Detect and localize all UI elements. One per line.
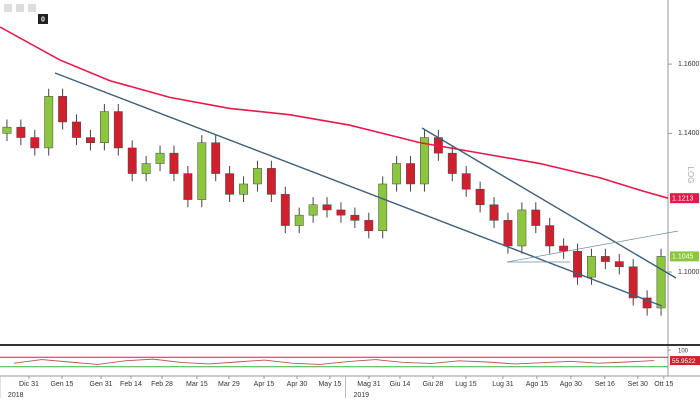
scale-label[interactable]: LOG [686, 167, 695, 184]
candle-body [113, 111, 123, 149]
toolbar-label: 0 [41, 16, 45, 23]
candle-body [614, 261, 624, 268]
candle-body [253, 168, 262, 185]
candle-body [58, 96, 68, 123]
x-tick-label: Gen 31 [90, 381, 113, 388]
candle-body [628, 266, 638, 299]
candle-body [169, 152, 179, 174]
candle-body [266, 168, 276, 195]
candle-body [294, 214, 304, 226]
candle-body [475, 188, 485, 206]
x-tick-label: Apr 30 [287, 381, 308, 388]
candle-body [155, 152, 165, 164]
candle-body [239, 183, 248, 195]
candle-body [364, 220, 374, 231]
candle-body [392, 163, 402, 185]
candle-body [420, 137, 429, 185]
x-tick-label: Ago 15 [526, 381, 548, 388]
moving-average [0, 26, 669, 199]
candle-body [531, 209, 541, 226]
x-tick-label: Lug 15 [455, 381, 477, 388]
x-tick-label: Mag 31 [357, 381, 380, 388]
tool-icon[interactable] [28, 4, 36, 12]
x-tick-label: Mar 15 [186, 381, 208, 388]
candle-body [225, 173, 235, 195]
x-tick-label: Lug 31 [492, 381, 514, 388]
y-tick-label: 1.1400 [678, 130, 700, 137]
candle-body [350, 214, 360, 221]
candle-body [44, 96, 54, 149]
trendline [54, 72, 663, 307]
x-tick-label: Feb 14 [120, 381, 142, 388]
candle-body [308, 204, 318, 216]
trendlines [54, 72, 679, 307]
x-tick-label: Set 30 [628, 381, 648, 388]
x-tick-label: Dic 31 [19, 381, 39, 388]
candle-body [72, 121, 81, 138]
candle-body [656, 256, 666, 309]
candle-body [600, 256, 610, 262]
candle-body [2, 126, 12, 134]
x-tick-label: Ago 30 [560, 381, 582, 388]
candle-body [489, 204, 499, 221]
x-tick-label: Ott 15 [654, 381, 673, 388]
candle-body [406, 163, 415, 185]
x-tick-label: Gen 15 [50, 381, 73, 388]
candle-body [336, 209, 346, 216]
tool-icon[interactable] [4, 4, 12, 12]
candle-body [322, 204, 332, 211]
x-tick-label: Giu 28 [423, 381, 444, 388]
indicator-tick-label: 100 [678, 349, 689, 355]
x-tick-label: Mar 29 [218, 381, 240, 388]
candle-body [197, 142, 207, 200]
price-last-label: 1.1045 [672, 254, 694, 261]
candle-body [30, 137, 40, 149]
candle-body [183, 173, 193, 200]
indicator-last-label: 55.9522 [672, 358, 696, 365]
candle-body [16, 126, 26, 138]
candle-body [447, 152, 457, 174]
candle-body [503, 220, 513, 247]
y-tick-label: 1.1600 [678, 61, 700, 68]
trendline [421, 127, 677, 279]
candle-body [127, 147, 137, 174]
x-tick-label: Feb 28 [151, 381, 173, 388]
candle-body [461, 173, 471, 190]
x-tick-label: Set 16 [595, 381, 615, 388]
candle-body [559, 245, 569, 252]
trendline [506, 230, 679, 263]
indicator-line [13, 358, 655, 365]
candle-body [378, 183, 388, 231]
candle-body [642, 297, 652, 309]
toolbar-button[interactable] [38, 14, 48, 24]
candle-body [99, 111, 109, 143]
indicator-last-box [670, 356, 700, 366]
candle-body [587, 256, 596, 278]
candle-body [280, 194, 290, 226]
candle-body [573, 250, 582, 278]
price-last-label-box [670, 251, 699, 262]
tool-icon[interactable] [16, 4, 24, 12]
candle-body [517, 209, 527, 247]
y-tick-label: 1.1000 [678, 269, 700, 276]
candle-body [86, 137, 95, 143]
candle-body [211, 142, 221, 174]
ma-last-label: 1.1213 [672, 196, 694, 203]
candle-body [141, 163, 151, 174]
candle-body [545, 225, 555, 247]
toolbar: 0 [4, 4, 48, 24]
x-tick-label: May 15 [318, 381, 341, 388]
x-tick-label: Apr 15 [254, 381, 275, 388]
ma-last-label-box [670, 193, 699, 204]
year-label: 2019 [353, 392, 369, 399]
year-label: 2018 [8, 392, 24, 399]
x-tick-label: Giu 14 [390, 381, 411, 388]
